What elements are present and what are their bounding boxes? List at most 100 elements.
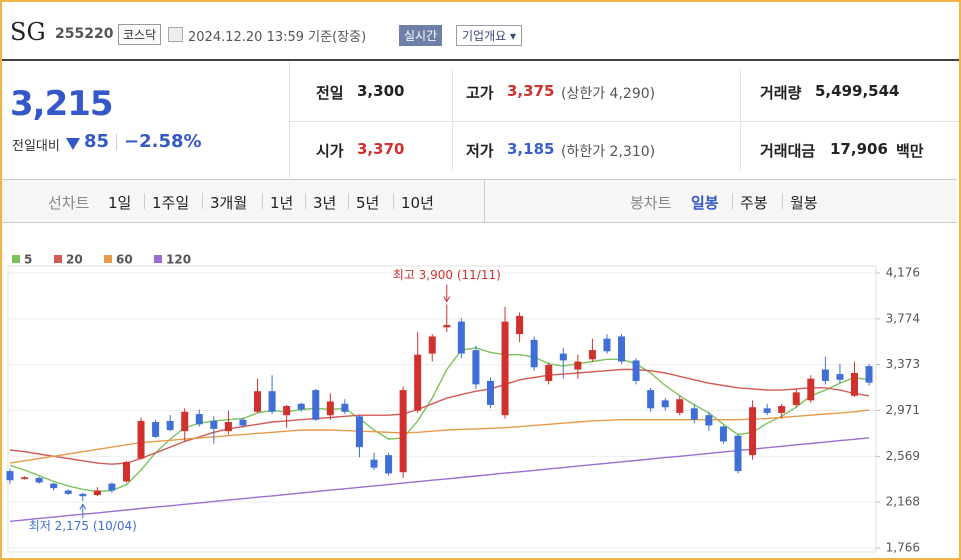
change-label: 전일대비 bbox=[12, 139, 60, 154]
ma-line bbox=[9, 368, 870, 465]
candle-body bbox=[719, 426, 727, 442]
down-arrow bbox=[66, 138, 80, 150]
legend-label: 20 bbox=[66, 253, 83, 267]
y-tick-label: 3,774 bbox=[886, 311, 920, 325]
candle-body bbox=[239, 419, 247, 426]
candle-body bbox=[152, 422, 160, 437]
candle-body bbox=[734, 435, 742, 472]
quote-box bbox=[2, 61, 290, 178]
candle-body bbox=[559, 353, 567, 361]
period-tab[interactable]: 1년 bbox=[270, 194, 294, 212]
candle-body bbox=[283, 406, 291, 416]
candle-body bbox=[618, 336, 626, 362]
candle-body bbox=[50, 483, 58, 489]
divider bbox=[116, 134, 117, 150]
change: 85 bbox=[84, 131, 110, 152]
period-tab[interactable]: 5년 bbox=[356, 194, 380, 212]
candle-body bbox=[865, 366, 873, 383]
annotation-arrowhead bbox=[443, 296, 451, 303]
legend-label: 120 bbox=[166, 253, 191, 267]
candle-body bbox=[574, 361, 582, 370]
candle-body bbox=[210, 420, 218, 429]
stat-label: 전일 bbox=[316, 84, 344, 102]
stat-value: 3,300 bbox=[357, 82, 405, 100]
stat-value: 3,185 bbox=[507, 140, 555, 158]
candle-body bbox=[792, 392, 800, 405]
candle-body bbox=[428, 336, 436, 354]
plot-frame bbox=[7, 265, 877, 553]
candle-body bbox=[137, 420, 145, 459]
y-tick-label: 2,569 bbox=[886, 449, 920, 463]
stock-code: 255220 bbox=[55, 26, 114, 42]
tab-separator bbox=[305, 193, 306, 209]
candle-body bbox=[6, 471, 14, 481]
candle-body bbox=[254, 391, 262, 412]
divider bbox=[452, 70, 453, 170]
candle-body bbox=[472, 350, 480, 385]
calendar-icon bbox=[168, 27, 183, 42]
company-dropdown[interactable]: 기업개요 ▾ bbox=[456, 25, 523, 46]
ma-line bbox=[9, 347, 870, 493]
candle-body bbox=[603, 338, 611, 352]
candle-body bbox=[588, 350, 596, 360]
candle-body bbox=[661, 400, 669, 408]
tab-separator bbox=[782, 193, 783, 209]
market-badge: 코스닥 bbox=[118, 24, 162, 45]
stat-label: 고가 bbox=[466, 84, 494, 102]
period-tab[interactable]: 주봉 bbox=[740, 194, 768, 212]
candle-body bbox=[297, 403, 305, 410]
period-tab[interactable]: 3개월 bbox=[210, 194, 248, 212]
candle-body bbox=[312, 390, 320, 420]
period-tab[interactable]: 1주일 bbox=[152, 194, 190, 212]
candle-body bbox=[807, 378, 815, 401]
candle-body bbox=[268, 391, 276, 412]
candle-body bbox=[370, 459, 378, 468]
stat-value: 5,499,544 bbox=[815, 82, 900, 100]
tab-group-label: 봉차트 bbox=[630, 194, 672, 212]
stat-label: 시가 bbox=[316, 142, 344, 160]
stat-label: 거래대금 bbox=[760, 142, 816, 160]
y-tick-label: 4,176 bbox=[886, 266, 920, 280]
candle-body bbox=[341, 403, 349, 412]
candle-body bbox=[166, 420, 174, 431]
period-tab[interactable]: 월봉 bbox=[790, 194, 818, 212]
candle-body bbox=[530, 339, 538, 368]
period-tab[interactable]: 1일 bbox=[108, 194, 132, 212]
stock-name: SG bbox=[10, 18, 46, 46]
tab-separator bbox=[393, 193, 394, 209]
y-tick-label: 1,766 bbox=[886, 541, 920, 555]
candle-body bbox=[195, 414, 203, 425]
divider bbox=[484, 180, 485, 222]
tab-separator bbox=[732, 193, 733, 209]
candle-body bbox=[763, 408, 771, 413]
legend-swatch bbox=[54, 255, 62, 263]
candle-body bbox=[676, 399, 684, 413]
candle-body bbox=[399, 390, 407, 473]
candle-body bbox=[326, 401, 334, 416]
candle-body bbox=[35, 477, 43, 483]
company-label: 기업개요 bbox=[462, 29, 507, 43]
period-tab[interactable]: 일봉 bbox=[691, 194, 719, 212]
candle-body bbox=[821, 369, 829, 381]
candle-body bbox=[836, 374, 844, 380]
stat-label: 저가 bbox=[466, 142, 494, 160]
divider bbox=[290, 121, 959, 122]
stat-unit: 백만 bbox=[896, 142, 924, 160]
candle-body bbox=[690, 408, 698, 420]
tab-separator bbox=[202, 193, 203, 209]
annotation-arrowhead bbox=[79, 503, 87, 510]
candle-body bbox=[501, 321, 509, 416]
tab-separator bbox=[144, 193, 145, 209]
y-tick-label: 2,971 bbox=[886, 403, 920, 417]
stat-value: 3,370 bbox=[357, 140, 405, 158]
tab-separator bbox=[262, 193, 263, 209]
realtime-button[interactable]: 실시간 bbox=[399, 25, 443, 46]
candle-body bbox=[443, 325, 451, 328]
period-tab[interactable]: 10년 bbox=[401, 194, 434, 212]
ma-line bbox=[9, 437, 870, 522]
candle-body bbox=[224, 422, 232, 432]
period-tab[interactable]: 3년 bbox=[313, 194, 337, 212]
candle-body bbox=[181, 411, 189, 432]
